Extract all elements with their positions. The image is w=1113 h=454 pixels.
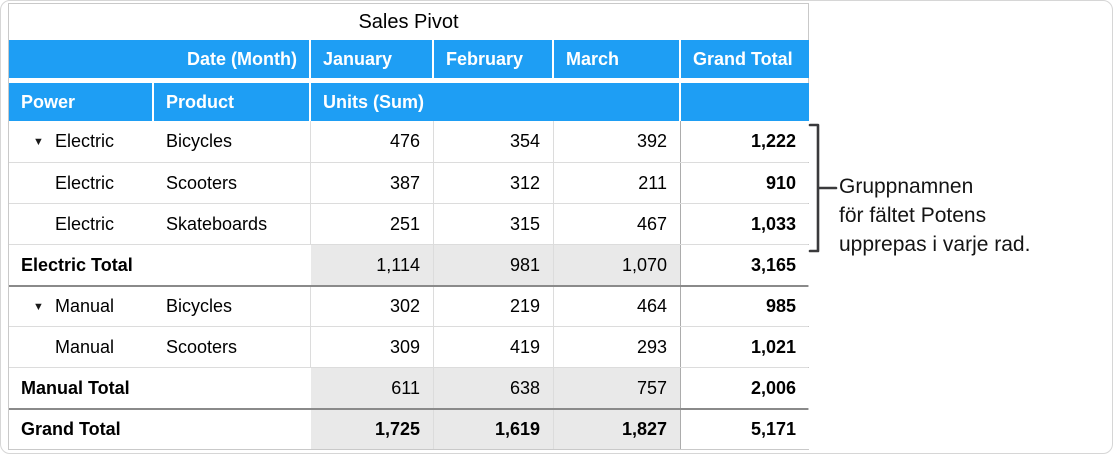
callout-bracket-icon: [808, 123, 838, 253]
header-row-fields: Power Product Units (Sum): [9, 83, 809, 121]
subtotal-cell-february[interactable]: 981: [434, 245, 554, 285]
subtotal-grand-cell[interactable]: 3,165: [681, 245, 809, 285]
header-row-months: Date (Month) January February March Gran…: [9, 40, 809, 78]
value-cell-march[interactable]: 211: [554, 163, 681, 203]
value-cell-february[interactable]: 315: [434, 204, 554, 244]
subtotal-cell-january[interactable]: 611: [311, 368, 434, 408]
disclosure-triangle-icon[interactable]: ▼: [33, 135, 44, 148]
callout-line: Gruppnamnen: [839, 175, 974, 198]
row-total-cell[interactable]: 985: [681, 287, 809, 326]
product-cell[interactable]: Bicycles: [154, 121, 311, 162]
row-total-cell[interactable]: 910: [681, 163, 809, 203]
table-title: Sales Pivot: [358, 10, 459, 33]
group-label: Electric: [55, 172, 115, 193]
group-label: Electric: [55, 131, 115, 151]
table-row-electric-total: Electric Total 1,114 981 1,070 3,165: [9, 244, 809, 285]
subtotal-cell-january[interactable]: 1,114: [311, 245, 434, 285]
subtotal-label-cell[interactable]: Electric Total: [9, 245, 311, 285]
subtotal-label-cell[interactable]: Manual Total: [9, 368, 311, 408]
column-header-february[interactable]: February: [434, 40, 554, 78]
value-cell-january[interactable]: 251: [311, 204, 434, 244]
table-row-electric-skateboards: Electric Skateboards 251 315 467 1,033: [9, 203, 809, 244]
product-field-header[interactable]: Product: [154, 83, 311, 121]
row-total-cell[interactable]: 1,033: [681, 204, 809, 244]
column-header-march[interactable]: March: [554, 40, 681, 78]
value-cell-february[interactable]: 219: [434, 287, 554, 326]
grand-total-cell-february[interactable]: 1,619: [434, 410, 554, 449]
value-cell-february[interactable]: 354: [434, 121, 554, 162]
date-month-header[interactable]: Date (Month): [9, 40, 311, 78]
grand-total-cell-march[interactable]: 1,827: [554, 410, 681, 449]
value-cell-january[interactable]: 302: [311, 287, 434, 326]
table-row-grand-total: Grand Total 1,725 1,619 1,827 5,171: [9, 408, 809, 449]
header-blank-cell: [681, 83, 809, 121]
value-cell-march[interactable]: 293: [554, 327, 681, 367]
value-cell-march[interactable]: 464: [554, 287, 681, 326]
column-header-grand-total[interactable]: Grand Total: [681, 40, 809, 78]
value-cell-march[interactable]: 392: [554, 121, 681, 162]
table-body: ▼ Electric Bicycles 476 354 392 1,222 El…: [9, 121, 809, 449]
subtotal-grand-cell[interactable]: 2,006: [681, 368, 809, 408]
group-cell[interactable]: Electric: [9, 163, 154, 203]
callout-text: Gruppnamnen för fältet Potens upprepas i…: [839, 172, 1030, 259]
subtotal-cell-february[interactable]: 638: [434, 368, 554, 408]
product-cell[interactable]: Scooters: [154, 327, 311, 367]
table-row-electric-bicycles: ▼ Electric Bicycles 476 354 392 1,222: [9, 121, 809, 162]
table-row-manual-scooters: Manual Scooters 309 419 293 1,021: [9, 326, 809, 367]
grand-total-cell[interactable]: 5,171: [681, 410, 809, 449]
value-cell-february[interactable]: 419: [434, 327, 554, 367]
product-cell[interactable]: Skateboards: [154, 204, 311, 244]
power-field-header[interactable]: Power: [9, 83, 154, 121]
disclosure-triangle-icon[interactable]: ▼: [33, 300, 44, 313]
value-cell-february[interactable]: 312: [434, 163, 554, 203]
callout-line: för fältet Potens: [839, 204, 987, 227]
units-sum-header[interactable]: Units (Sum): [311, 83, 681, 121]
table-row-electric-scooters: Electric Scooters 387 312 211 910: [9, 162, 809, 203]
grand-total-cell-january[interactable]: 1,725: [311, 410, 434, 449]
row-total-cell[interactable]: 1,021: [681, 327, 809, 367]
group-label: Electric: [55, 213, 115, 234]
group-cell[interactable]: Manual: [9, 327, 154, 367]
value-cell-march[interactable]: 467: [554, 204, 681, 244]
callout-line: upprepas i varje rad.: [839, 233, 1031, 256]
group-label: Manual: [55, 296, 115, 316]
group-cell[interactable]: ▼ Manual: [9, 287, 154, 326]
table-row-manual-total: Manual Total 611 638 757 2,006: [9, 367, 809, 408]
product-cell[interactable]: Scooters: [154, 163, 311, 203]
pivot-table: Sales Pivot Date (Month) January Februar…: [8, 3, 809, 450]
group-cell[interactable]: ▼ Electric: [9, 121, 154, 162]
column-header-january[interactable]: January: [311, 40, 434, 78]
group-cell[interactable]: Electric: [9, 204, 154, 244]
row-total-cell[interactable]: 1,222: [681, 121, 809, 162]
product-cell[interactable]: Bicycles: [154, 287, 311, 326]
table-row-manual-bicycles: ▼ Manual Bicycles 302 219 464 985: [9, 285, 809, 326]
value-cell-january[interactable]: 476: [311, 121, 434, 162]
value-cell-january[interactable]: 309: [311, 327, 434, 367]
value-cell-january[interactable]: 387: [311, 163, 434, 203]
subtotal-cell-march[interactable]: 1,070: [554, 245, 681, 285]
grand-total-label-cell[interactable]: Grand Total: [9, 410, 311, 449]
subtotal-cell-march[interactable]: 757: [554, 368, 681, 408]
group-label: Manual: [55, 336, 115, 357]
